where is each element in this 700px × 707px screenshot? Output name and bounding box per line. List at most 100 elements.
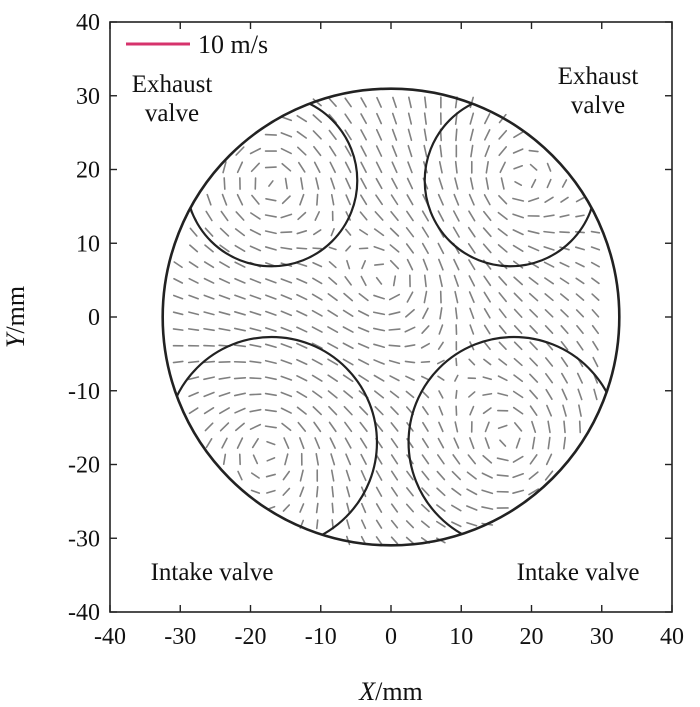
- velocity-vector: [375, 128, 383, 141]
- velocity-vector: [405, 375, 415, 381]
- velocity-vector: [467, 454, 477, 465]
- velocity-vector: [390, 454, 399, 465]
- velocity-vector: [330, 177, 336, 190]
- velocity-vector: [311, 374, 323, 382]
- velocity-vector: [188, 277, 199, 284]
- velocity-vector: [466, 488, 478, 496]
- velocity-vector: [483, 291, 491, 303]
- velocity-vector: [528, 149, 539, 153]
- velocity-vector: [560, 340, 569, 351]
- velocity-vector: [499, 161, 506, 174]
- velocity-vector: [249, 360, 262, 364]
- velocity-vector: [327, 293, 338, 302]
- velocity-vector: [373, 327, 386, 332]
- velocity-vector: [438, 324, 444, 335]
- velocity-vector: [420, 342, 431, 349]
- valve-label: Intake valve: [517, 559, 640, 586]
- velocity-vector: [498, 358, 508, 366]
- velocity-vector: [576, 325, 584, 335]
- velocity-vector: [327, 358, 339, 366]
- velocity-vector: [328, 246, 337, 251]
- velocity-vector: [223, 177, 226, 190]
- velocity-vector: [264, 246, 277, 251]
- velocity-vector: [296, 247, 308, 250]
- velocity-vector: [266, 489, 276, 494]
- velocity-vector: [296, 277, 308, 284]
- velocity-vector: [284, 177, 288, 190]
- velocity-vector: [313, 161, 321, 174]
- velocity-vector: [346, 486, 351, 498]
- velocity-vector: [250, 489, 261, 494]
- velocity-vector: [575, 214, 585, 218]
- velocity-vector: [484, 145, 491, 158]
- velocity-vector: [404, 326, 416, 333]
- velocity-vector: [484, 421, 490, 433]
- velocity-vector: [280, 246, 293, 251]
- velocity-vector: [543, 214, 555, 218]
- velocity-vector: [482, 243, 492, 254]
- velocity-vector: [528, 197, 540, 203]
- velocity-vector: [203, 311, 215, 316]
- velocity-vector: [421, 437, 429, 449]
- velocity-vector: [327, 374, 339, 383]
- velocity-vector: [453, 193, 460, 206]
- velocity-vector: [391, 177, 398, 190]
- x-tick-label: -30: [164, 624, 196, 650]
- velocity-vector: [483, 275, 492, 287]
- velocity-vector: [437, 341, 444, 350]
- velocity-vector: [329, 161, 336, 174]
- velocity-vector: [559, 214, 570, 218]
- velocity-vector: [188, 407, 199, 415]
- velocity-vector: [328, 405, 338, 416]
- velocity-vector: [404, 344, 416, 348]
- velocity-vector: [234, 294, 246, 300]
- velocity-vector: [424, 96, 427, 109]
- velocity-vector: [515, 437, 521, 449]
- velocity-vector: [436, 359, 445, 365]
- velocity-vector: [388, 359, 401, 365]
- velocity-vector: [561, 388, 568, 401]
- velocity-vector: [282, 470, 291, 481]
- velocity-vector: [233, 392, 246, 397]
- velocity-vector: [203, 376, 215, 381]
- velocity-vector: [392, 275, 397, 287]
- velocity-vector: [235, 146, 245, 156]
- velocity-vector: [406, 487, 414, 497]
- velocity-vector: [315, 486, 319, 498]
- velocity-vector: [342, 374, 354, 383]
- velocity-vector: [327, 342, 339, 350]
- velocity-vector: [188, 391, 199, 398]
- velocity-vector: [375, 177, 383, 190]
- velocity-vector: [205, 438, 213, 449]
- velocity-vector: [406, 291, 414, 303]
- velocity-vector: [421, 470, 430, 481]
- velocity-vector: [312, 277, 323, 285]
- velocity-vector: [543, 261, 555, 268]
- velocity-vector: [373, 228, 385, 237]
- velocity-vector: [422, 406, 429, 416]
- velocity-vector: [451, 470, 462, 481]
- velocity-vector: [391, 145, 398, 158]
- velocity-vector: [233, 377, 247, 380]
- velocity-vector: [373, 343, 386, 349]
- velocity-vector: [420, 360, 431, 364]
- velocity-vector: [268, 180, 274, 187]
- velocity-vector: [392, 96, 397, 109]
- velocity-vector: [265, 294, 277, 300]
- velocity-vector: [359, 421, 368, 433]
- velocity-vector: [407, 112, 413, 125]
- velocity-vector: [280, 116, 293, 122]
- velocity-vector: [375, 503, 383, 513]
- velocity-vector: [483, 210, 492, 222]
- velocity-vector: [468, 291, 475, 304]
- velocity-vector: [437, 210, 445, 222]
- velocity-vector: [358, 405, 369, 416]
- velocity-vector: [513, 341, 523, 351]
- velocity-vector: [452, 226, 460, 238]
- velocity-vector: [529, 163, 538, 171]
- velocity-vector: [452, 454, 461, 465]
- velocity-vector: [546, 162, 552, 172]
- velocity-vector: [219, 244, 230, 253]
- velocity-vector: [265, 198, 277, 202]
- velocity-vector: [529, 357, 538, 367]
